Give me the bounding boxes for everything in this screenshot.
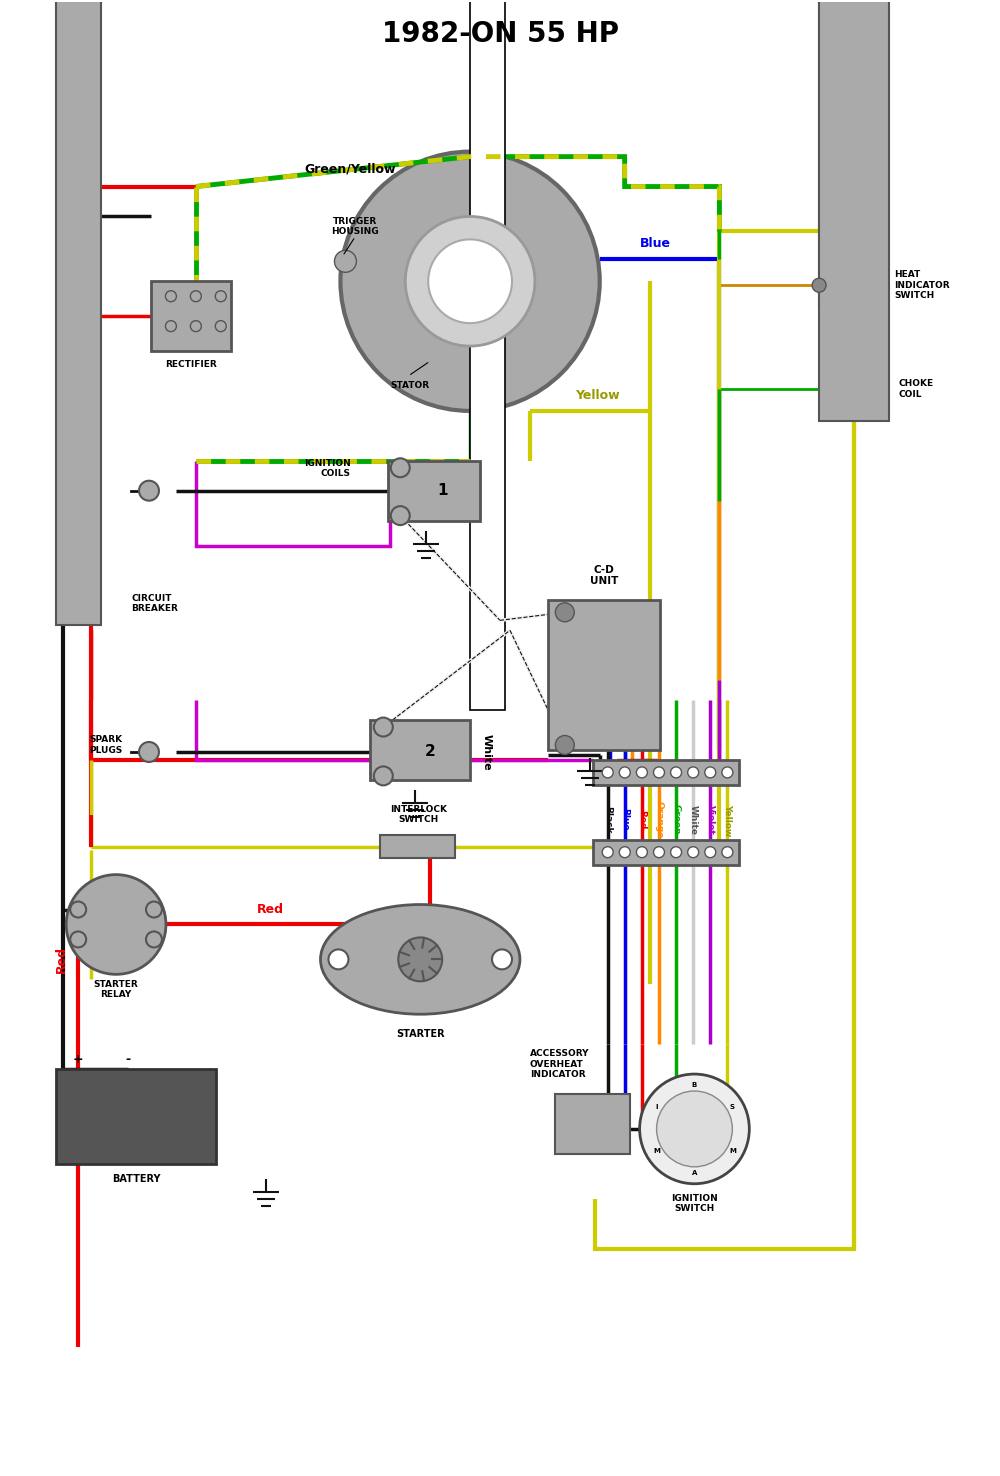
Text: IGNITION
COILS: IGNITION COILS xyxy=(304,459,350,478)
Bar xyxy=(593,840,739,865)
Text: Orange: Orange xyxy=(654,801,663,838)
Circle shape xyxy=(636,768,647,778)
Text: ACCESSORY
OVERHEAT
INDICATOR: ACCESSORY OVERHEAT INDICATOR xyxy=(530,1049,589,1079)
Bar xyxy=(470,0,505,710)
Bar xyxy=(388,461,480,521)
Text: HEAT
INDICATOR
SWITCH: HEAT INDICATOR SWITCH xyxy=(894,270,950,300)
Bar xyxy=(555,1094,630,1154)
Circle shape xyxy=(165,320,176,332)
Text: RECTIFIER: RECTIFIER xyxy=(165,360,217,369)
Circle shape xyxy=(334,251,356,272)
Circle shape xyxy=(619,847,630,858)
Text: Red: Red xyxy=(257,903,284,917)
Text: -: - xyxy=(125,1052,131,1066)
Bar xyxy=(819,0,889,421)
Circle shape xyxy=(340,152,600,410)
Text: A: A xyxy=(692,1170,697,1176)
Bar xyxy=(593,760,739,785)
Text: INTERLOCK
SWITCH: INTERLOCK SWITCH xyxy=(390,804,447,825)
Text: 1982-ON 55 HP: 1982-ON 55 HP xyxy=(382,21,618,47)
Text: M: M xyxy=(729,1148,736,1154)
Circle shape xyxy=(66,875,166,974)
Circle shape xyxy=(602,847,613,858)
Circle shape xyxy=(428,239,512,323)
Circle shape xyxy=(139,481,159,500)
Text: Yellow: Yellow xyxy=(575,390,619,403)
Circle shape xyxy=(391,506,410,525)
Circle shape xyxy=(555,602,574,621)
Text: Red: Red xyxy=(55,946,68,973)
Circle shape xyxy=(374,717,393,737)
Bar xyxy=(819,0,884,306)
Text: Black: Black xyxy=(603,806,612,834)
Circle shape xyxy=(398,937,442,982)
Circle shape xyxy=(139,742,159,762)
Ellipse shape xyxy=(321,905,520,1014)
Circle shape xyxy=(70,931,86,948)
Circle shape xyxy=(654,847,664,858)
Bar xyxy=(56,0,101,626)
Circle shape xyxy=(374,766,393,785)
Text: SPARK
PLUGS: SPARK PLUGS xyxy=(89,735,123,754)
Text: B: B xyxy=(692,1082,697,1088)
Circle shape xyxy=(671,768,682,778)
Circle shape xyxy=(688,768,699,778)
Bar xyxy=(151,282,231,351)
Circle shape xyxy=(671,847,682,858)
Circle shape xyxy=(657,1091,732,1168)
Circle shape xyxy=(812,279,826,292)
Circle shape xyxy=(722,847,733,858)
Text: M: M xyxy=(653,1148,660,1154)
Text: C-D
UNIT: C-D UNIT xyxy=(590,565,618,586)
Circle shape xyxy=(405,217,535,345)
Text: I: I xyxy=(655,1104,658,1110)
Text: BATTERY: BATTERY xyxy=(112,1173,160,1184)
Circle shape xyxy=(640,1075,749,1184)
Text: Violet: Violet xyxy=(706,804,715,834)
Circle shape xyxy=(688,847,699,858)
Circle shape xyxy=(492,949,512,970)
Text: S: S xyxy=(730,1104,735,1110)
Text: CIRCUIT
BREAKER: CIRCUIT BREAKER xyxy=(131,593,178,613)
Text: +: + xyxy=(73,1052,83,1066)
Text: STARTER
RELAY: STARTER RELAY xyxy=(94,980,138,999)
Bar xyxy=(56,1069,216,1163)
Circle shape xyxy=(705,847,716,858)
Circle shape xyxy=(391,458,410,477)
Circle shape xyxy=(165,291,176,301)
Text: Blue: Blue xyxy=(620,809,629,831)
Circle shape xyxy=(190,320,201,332)
Text: Green: Green xyxy=(672,804,681,835)
Circle shape xyxy=(190,291,201,301)
Circle shape xyxy=(555,735,574,754)
Circle shape xyxy=(705,768,716,778)
Text: Green/Yellow: Green/Yellow xyxy=(305,162,396,176)
Circle shape xyxy=(602,768,613,778)
Text: IGNITION
SWITCH: IGNITION SWITCH xyxy=(671,1194,718,1213)
Circle shape xyxy=(146,902,162,918)
Text: Red: Red xyxy=(637,810,646,830)
Text: White: White xyxy=(482,734,492,770)
Circle shape xyxy=(619,768,630,778)
Text: White: White xyxy=(689,804,698,835)
Text: CHOKE
COIL: CHOKE COIL xyxy=(899,379,934,399)
Bar xyxy=(370,720,470,779)
Text: 2: 2 xyxy=(425,744,436,760)
Text: Blue: Blue xyxy=(640,236,671,249)
Text: STARTER: STARTER xyxy=(396,1029,445,1039)
Circle shape xyxy=(215,291,226,301)
Circle shape xyxy=(146,931,162,948)
Circle shape xyxy=(70,902,86,918)
Circle shape xyxy=(654,768,664,778)
Text: Yellow: Yellow xyxy=(723,803,732,835)
Bar xyxy=(548,601,660,750)
Bar xyxy=(380,835,455,858)
Circle shape xyxy=(215,320,226,332)
Circle shape xyxy=(722,768,733,778)
Text: TRIGGER
HOUSING: TRIGGER HOUSING xyxy=(332,217,379,236)
Circle shape xyxy=(636,847,647,858)
Circle shape xyxy=(328,949,348,970)
Text: 1: 1 xyxy=(437,483,447,499)
Text: STATOR: STATOR xyxy=(390,381,429,391)
